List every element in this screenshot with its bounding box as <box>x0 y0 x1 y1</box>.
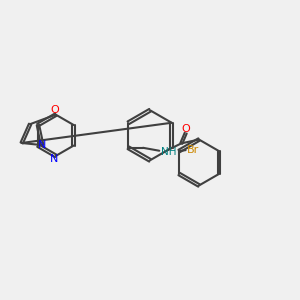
Text: NH: NH <box>161 147 176 157</box>
Text: O: O <box>50 105 59 115</box>
Text: N: N <box>38 140 46 150</box>
Text: Br: Br <box>187 145 199 154</box>
Text: O: O <box>182 124 190 134</box>
Text: N: N <box>50 154 58 164</box>
